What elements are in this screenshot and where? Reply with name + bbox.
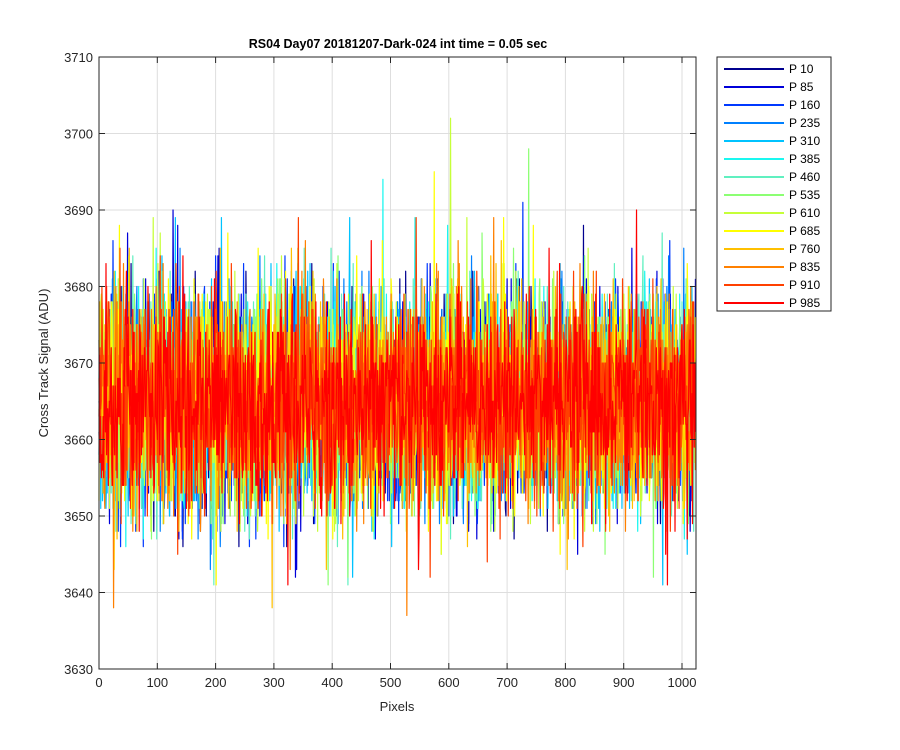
x-tick-label: 1000 <box>668 675 697 690</box>
legend: P 10 P 85 P 160 P 235 P 310 P 385 P 460 P 535 P … <box>716 56 832 312</box>
y-axis-ticks: 3630 3640 3650 3660 3670 3680 3690 3700 3710 <box>64 50 696 677</box>
legend-label: P 610 <box>789 206 820 220</box>
y-tick-label: 3680 <box>64 280 93 295</box>
legend-box <box>716 56 832 312</box>
y-tick-label: 3690 <box>64 203 93 218</box>
y-tick-label: 3650 <box>64 509 93 524</box>
legend-label: P 460 <box>789 170 820 184</box>
x-tick-label: 100 <box>146 675 168 690</box>
y-tick-label: 3700 <box>64 127 93 142</box>
y-tick-label: 3660 <box>64 433 93 448</box>
x-tick-label: 0 <box>95 675 102 690</box>
x-axis-ticks: 0 100 200 300 400 500 600 700 800 900 1000 <box>95 57 696 690</box>
y-axis-label: Cross Track Signal (ADU) <box>36 289 51 438</box>
legend-label: P 535 <box>789 188 820 202</box>
legend-label: P 85 <box>789 80 814 94</box>
legend-label: P 235 <box>789 116 820 130</box>
x-tick-label: 600 <box>438 675 460 690</box>
x-tick-label: 200 <box>205 675 227 690</box>
x-tick-label: 900 <box>613 675 635 690</box>
y-tick-label: 3710 <box>64 50 93 65</box>
chart-title: RS04 Day07 20181207-Dark-024 int time = … <box>249 37 548 51</box>
x-tick-label: 300 <box>263 675 285 690</box>
x-tick-label: 500 <box>380 675 402 690</box>
legend-label: P 985 <box>789 296 820 310</box>
x-axis-label: Pixels <box>380 699 415 714</box>
x-tick-label: 800 <box>555 675 577 690</box>
legend-label: P 10 <box>789 62 814 76</box>
legend-label: P 760 <box>789 242 820 256</box>
legend-label: P 160 <box>789 98 820 112</box>
x-tick-label: 400 <box>321 675 343 690</box>
series-line-p-985 <box>98 209 697 586</box>
legend-label: P 385 <box>789 152 820 166</box>
plot-area: 0 100 200 300 400 500 600 700 800 900 1000 3630 364… <box>64 50 697 690</box>
legend-label: P 835 <box>789 260 820 274</box>
y-tick-label: 3640 <box>64 586 93 601</box>
y-tick-label: 3630 <box>64 662 93 677</box>
legend-label: P 685 <box>789 224 820 238</box>
series-lines <box>98 117 697 617</box>
legend-label: P 910 <box>789 278 820 292</box>
x-tick-label: 700 <box>496 675 518 690</box>
y-tick-label: 3670 <box>64 356 93 371</box>
legend-label: P 310 <box>789 134 820 148</box>
